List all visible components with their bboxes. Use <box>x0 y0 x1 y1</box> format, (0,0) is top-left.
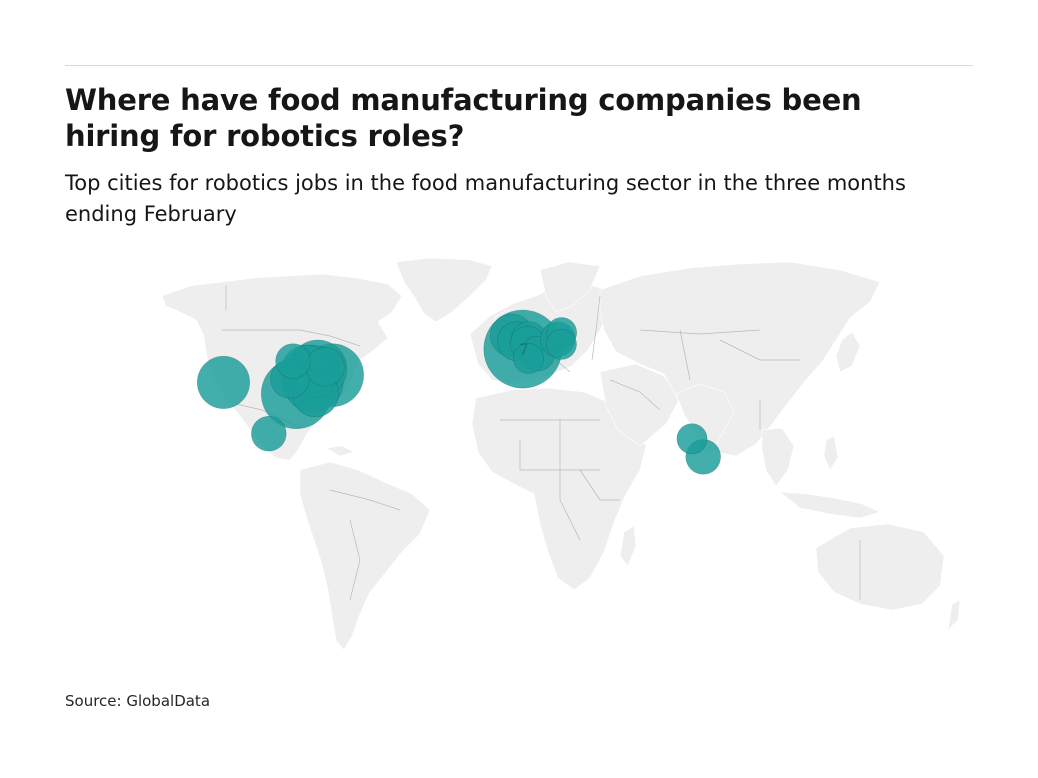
land-africa <box>471 387 647 591</box>
map-bubble[interactable] <box>251 416 287 452</box>
land-caribbean <box>325 445 355 457</box>
map-bubble[interactable] <box>197 355 251 409</box>
source-note: Source: GlobalData <box>65 692 211 710</box>
border-middle-east <box>609 379 661 411</box>
land-indonesia <box>779 491 881 519</box>
border-europe-russia <box>591 295 601 361</box>
map-bubble[interactable] <box>546 328 577 360</box>
map-bubble[interactable] <box>275 343 311 379</box>
land-south-america <box>299 461 431 651</box>
land-australia <box>815 523 945 611</box>
land-scandinavia <box>539 261 601 313</box>
land-philippines <box>823 435 839 471</box>
border-africa-3 <box>559 420 581 541</box>
land-japan <box>835 331 861 373</box>
map-bubble[interactable] <box>676 423 708 455</box>
land-new-zealand <box>947 599 961 631</box>
land-madagascar <box>619 525 637 567</box>
land-greenland <box>395 257 493 323</box>
chart-title: Where have food manufacturing companies … <box>65 83 862 153</box>
bubble-label: 7 <box>519 340 529 359</box>
land-layer <box>161 257 961 651</box>
border-south-america-2 <box>349 519 361 601</box>
border-us-canada <box>222 329 361 347</box>
border-africa-4 <box>579 469 620 501</box>
border-asia-2 <box>679 329 691 381</box>
map-bubble[interactable] <box>305 346 345 387</box>
border-lines <box>222 286 861 601</box>
map-bubble[interactable] <box>513 342 544 374</box>
border-asia-1 <box>639 329 761 335</box>
land-asia <box>599 261 881 457</box>
border-asia-3 <box>719 339 800 361</box>
land-se-asia <box>761 427 795 487</box>
border-south-america-1 <box>329 489 401 511</box>
bubble-layer: 7 <box>197 309 721 475</box>
land-india <box>675 383 735 453</box>
land-middle-east <box>599 363 681 447</box>
chart-subtitle: Top cities for robotics jobs in the food… <box>65 171 906 226</box>
top-divider <box>65 65 973 66</box>
